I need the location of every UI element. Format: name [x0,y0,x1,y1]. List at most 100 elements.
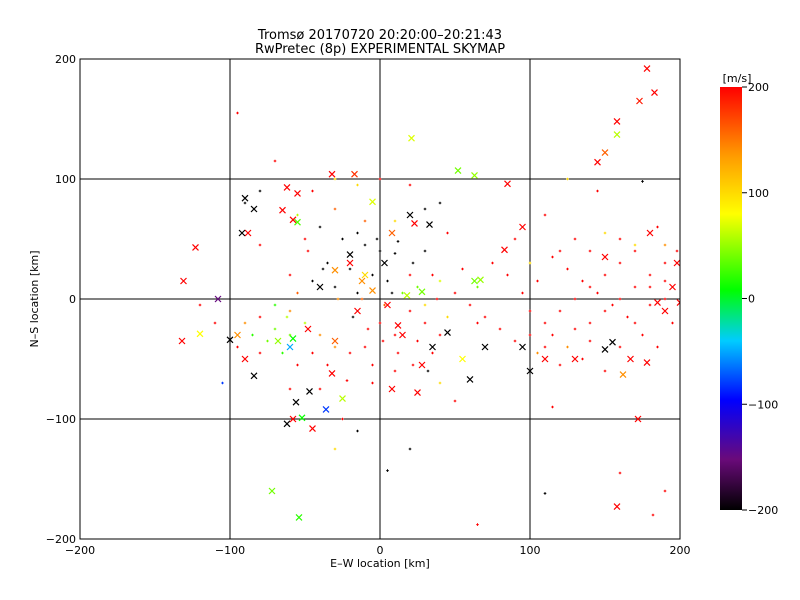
data-point-plus [326,261,329,265]
data-point-x [673,259,680,267]
colorbar-tick-label: −200 [748,504,778,517]
colorbar-tick-label: 200 [748,81,769,94]
data-point-x [526,367,534,375]
data-point-plus [603,231,607,235]
data-point-plus [476,321,479,325]
colorbar-tick-label: 100 [748,187,769,200]
data-point-plus [303,321,307,325]
data-point-x [304,325,312,333]
data-point-plus [426,369,430,373]
data-point-x [429,343,436,351]
data-point-plus [513,339,517,343]
data-point-x [406,211,414,219]
data-point-x [594,158,601,166]
data-point-plus [393,333,397,337]
data-point-x [241,194,249,202]
data-point-plus [438,201,442,205]
data-point-plus [626,315,629,319]
data-point-plus [333,447,337,451]
data-point-plus [236,345,239,349]
data-point-plus [543,321,547,325]
data-point-plus [375,237,379,241]
data-point-plus [251,333,254,337]
data-point-plus [491,261,494,265]
data-point-x [636,97,643,105]
data-point-plus [393,252,397,255]
data-point-x [346,259,354,267]
data-point-plus [371,363,374,367]
data-point-plus [558,249,562,253]
data-point-plus [356,231,359,235]
data-point-plus [363,243,367,247]
data-point-plus [618,261,622,265]
data-point-plus [356,291,359,295]
data-point-x [454,167,462,175]
y-tick-label: 200 [55,53,76,66]
data-point-x [295,513,303,521]
data-point-plus [596,291,599,295]
data-point-plus [285,315,289,319]
data-point-plus [371,273,374,277]
data-point-x [309,425,316,433]
data-point-plus [408,309,412,313]
data-point-plus [573,327,577,331]
data-point-plus [633,285,637,289]
data-point-x [601,253,609,261]
data-point-plus [351,315,355,319]
data-point-plus [288,333,292,337]
data-point-x [331,266,339,274]
data-point-plus [551,255,554,259]
data-point-plus [303,237,307,241]
data-point-x [180,277,187,285]
data-point-plus [476,523,479,526]
data-point-x [234,331,241,339]
data-point-x [408,134,415,142]
data-point-x [346,251,354,259]
data-point-x [241,355,249,363]
data-point-x [466,375,474,383]
data-point-plus [318,387,322,391]
data-point-x [661,307,669,315]
data-point-plus [423,321,427,325]
data-point-plus [198,303,202,307]
data-point-plus [273,303,277,307]
data-point-plus [641,180,644,183]
data-point-plus [416,339,419,343]
data-point-plus [408,273,412,277]
data-point-plus [588,321,592,325]
data-point-x [279,206,286,214]
chart-title: Tromsø 20170720 20:20:00–20:21:43 [257,28,503,43]
data-point-plus [348,267,352,271]
data-point-plus [596,189,599,193]
data-point-x [178,337,186,345]
data-point-plus [416,285,419,289]
data-point-plus [528,333,532,337]
data-point-x [504,180,511,188]
data-point-x [294,218,301,226]
data-point-x [519,343,526,351]
data-point-plus [423,303,427,307]
data-point-plus [551,333,554,337]
data-point-plus [341,237,344,241]
x-tick-label: −200 [65,544,95,557]
x-tick-label: −100 [215,544,245,557]
data-point-x [613,503,621,511]
data-point-x [238,229,246,237]
data-point-plus [396,240,400,243]
data-point-plus [663,261,667,265]
data-point-plus [431,351,434,355]
data-point-plus [423,207,427,211]
x-tick-label: 0 [377,544,384,557]
data-point-plus [258,315,262,319]
data-point-plus [318,333,322,337]
data-point-plus [506,273,509,277]
data-point-plus [633,321,637,325]
data-point-plus [311,279,314,283]
data-point-plus [648,303,652,307]
data-point-plus [258,189,262,193]
data-point-plus [281,351,284,355]
data-point-plus [648,285,652,289]
data-point-plus [468,303,472,307]
data-point-plus [536,279,539,283]
